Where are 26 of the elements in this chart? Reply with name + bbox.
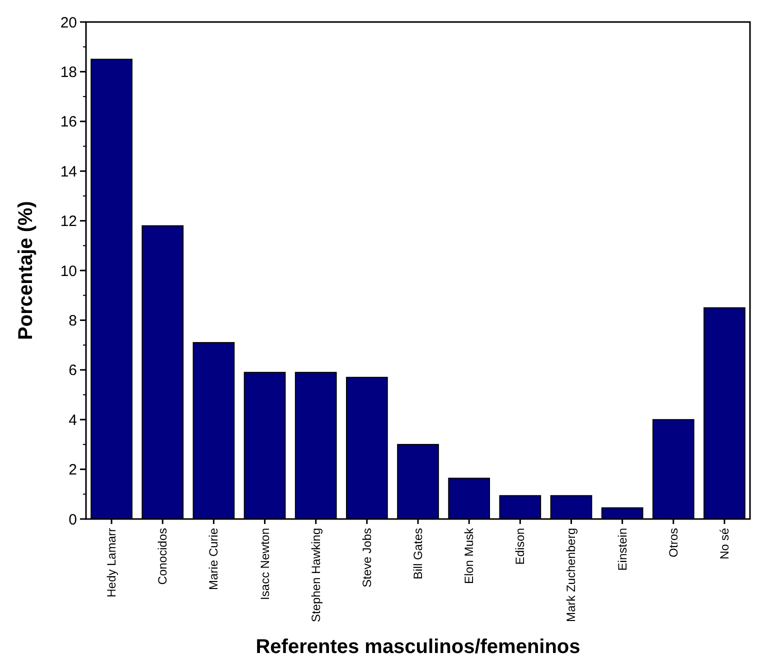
y-tick-label: 8 xyxy=(68,312,77,330)
x-tick-label: Marie Curie xyxy=(206,528,221,590)
x-tick-label: Hedy Lamarr xyxy=(104,528,119,598)
x-axis-title: Referentes masculinos/femeninos xyxy=(256,636,580,658)
x-tick-label: Elon Musk xyxy=(462,527,476,584)
x-tick-label: Steve Jobs xyxy=(360,528,374,588)
y-tick-label: 10 xyxy=(60,262,77,280)
y-tick-label: 4 xyxy=(68,412,77,429)
x-tick-label: Einstein xyxy=(615,528,630,571)
y-axis-title: Porcentaje (%) xyxy=(15,201,37,340)
y-tick-label: 12 xyxy=(60,213,77,230)
y-tick-label: 16 xyxy=(60,114,77,131)
x-tick-label: Mark Zuchenberg xyxy=(564,528,578,622)
x-tick-label: No sé xyxy=(717,528,732,560)
x-tick-label: Otros xyxy=(666,528,680,558)
y-tick-label: 0 xyxy=(68,511,77,528)
y-tick-label: 6 xyxy=(68,362,77,380)
x-tick-label: Conocidos xyxy=(156,528,170,585)
x-tick-label: Isacc Newton xyxy=(258,528,272,600)
y-tick-label: 20 xyxy=(60,14,77,32)
y-tick-label: 2 xyxy=(68,462,77,479)
x-tick-label: Stephen Hawking xyxy=(308,528,323,622)
x-tick-label: Edison xyxy=(513,528,528,565)
y-tick-label: 14 xyxy=(60,163,77,180)
y-tick-label: 18 xyxy=(60,64,77,81)
x-tick-label: Bill Gates xyxy=(411,528,425,580)
